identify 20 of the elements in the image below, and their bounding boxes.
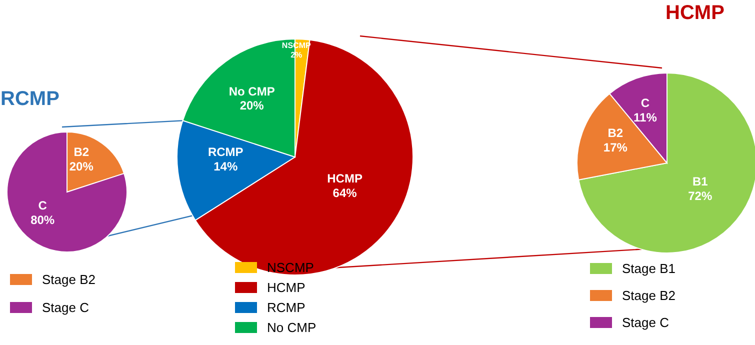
legend-label: RCMP [267,300,306,314]
data-label: RCMP 14% [208,145,244,174]
legend-label: Stage B2 [622,288,676,303]
legend-label: Stage C [42,300,89,314]
legend-label: Stage C [622,315,669,330]
legend-label: No CMP [267,320,316,334]
chart-title: HCMP [664,2,726,25]
chart-title: RCMP [0,88,60,111]
data-label: B1 72% [688,174,712,203]
data-label: C 11% [634,96,658,125]
data-label: No CMP 20% [228,84,275,113]
data-label: C 80% [30,198,55,228]
data-label: B2 17% [603,126,628,155]
pie-slice [6,132,128,252]
data-label: B2 20% [69,145,94,174]
legend-label: Stage B1 [622,261,676,276]
legend-label: HCMP [267,280,306,294]
legend-label: NSCMP [267,260,314,274]
data-label: HCMP 64% [327,172,362,200]
legend-label: Stage B2 [42,272,96,286]
